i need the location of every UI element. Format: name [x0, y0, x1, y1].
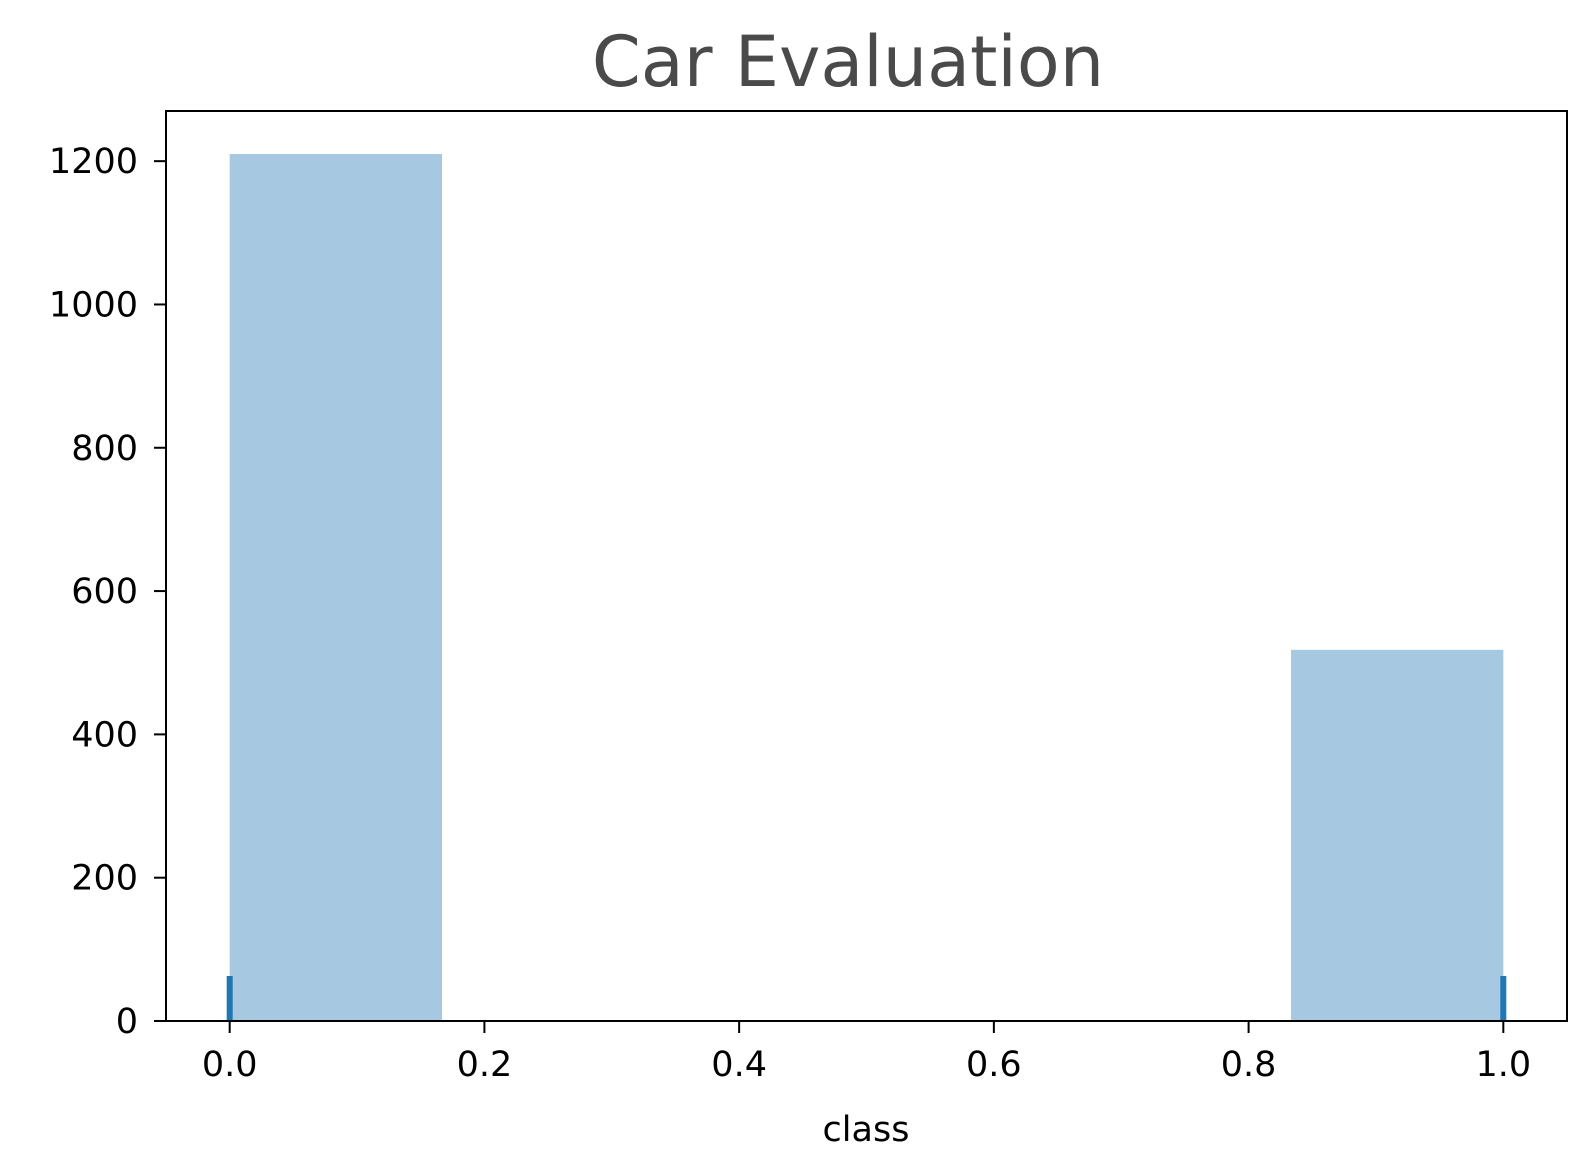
histogram-bar-0 [229, 153, 442, 1021]
rug-group [226, 976, 1507, 1021]
chart-title: Car Evaluation [592, 21, 1104, 103]
y-tick-label-6: 1200 [49, 142, 138, 182]
x-tick-label-0: 0.0 [202, 1045, 258, 1085]
y-tick-label-0: 0 [116, 1002, 138, 1042]
plot-frame [165, 110, 1568, 1022]
x-axis-label: class [823, 1110, 910, 1150]
x-tick-label-5: 1.0 [1475, 1045, 1531, 1085]
y-tick-label-3: 600 [71, 572, 138, 612]
x-tick-label-2: 0.4 [711, 1045, 767, 1085]
histogram-bar-5 [1291, 649, 1504, 1021]
y-tick-label-2: 400 [71, 715, 138, 755]
x-axis: 0.0 0.2 0.4 0.6 0.8 1.0 [202, 1021, 1531, 1085]
x-tick-label-3: 0.6 [966, 1045, 1022, 1085]
y-tick-label-4: 800 [71, 429, 138, 469]
bars-group [229, 153, 1504, 1021]
x-tick-label-4: 0.8 [1221, 1045, 1277, 1085]
y-axis: 0 200 400 600 800 1000 1200 [49, 142, 166, 1042]
y-tick-label-5: 1000 [49, 285, 138, 325]
y-tick-label-1: 200 [71, 859, 138, 899]
x-tick-label-1: 0.2 [457, 1045, 513, 1085]
